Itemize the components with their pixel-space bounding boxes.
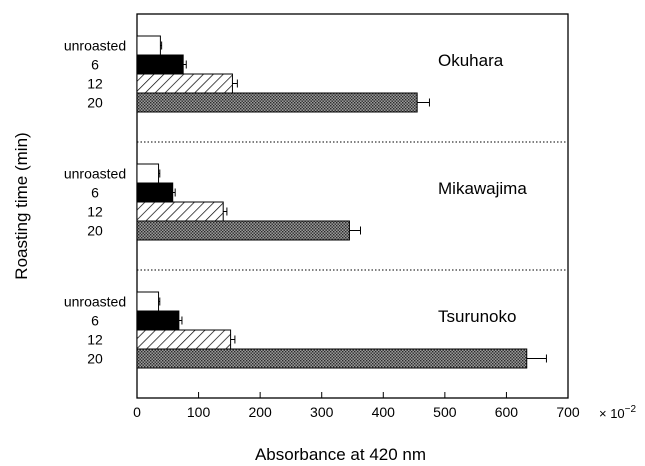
bar xyxy=(136,54,184,75)
category-label: unroasted xyxy=(64,294,126,310)
category-label: unroasted xyxy=(64,38,126,54)
group-label: Tsurunoko xyxy=(438,307,516,326)
bar xyxy=(136,220,350,241)
plot-layer: 0 100 200 300 400 500 600 700 Okuhara unroasted 6 1… xyxy=(64,13,580,420)
x-tick-label: 600 xyxy=(495,404,519,420)
x-axis-multiplier-base: × 10 xyxy=(599,406,625,421)
category-label: 6 xyxy=(91,57,99,73)
category-label: 6 xyxy=(91,313,99,329)
bar xyxy=(136,35,161,56)
category-label: unroasted xyxy=(64,166,126,182)
x-tick-label: 200 xyxy=(248,404,272,420)
bar xyxy=(136,291,160,312)
group-label: Mikawajima xyxy=(438,179,527,198)
x-axis-multiplier-exponent: −2 xyxy=(625,404,637,415)
category-label: 6 xyxy=(91,185,99,201)
x-tick-label: 100 xyxy=(187,404,211,420)
bar xyxy=(136,163,160,184)
category-label: 12 xyxy=(87,332,103,348)
group-label: Okuhara xyxy=(438,51,504,70)
x-tick-label: 500 xyxy=(433,404,457,420)
bar xyxy=(136,348,528,369)
x-tick-label: 700 xyxy=(556,404,580,420)
x-tick-label: 0 xyxy=(133,404,141,420)
bar xyxy=(136,92,418,113)
bar xyxy=(136,329,232,350)
bar xyxy=(136,182,174,203)
bar xyxy=(136,201,224,222)
x-axis-multiplier: × 10−2 xyxy=(599,404,637,421)
x-axis-title: Absorbance at 420 nm xyxy=(255,445,426,464)
x-tick-label: 300 xyxy=(310,404,334,420)
category-label: 20 xyxy=(87,351,103,367)
x-tick-label: 400 xyxy=(372,404,396,420)
category-label: 12 xyxy=(87,76,103,92)
category-label: 20 xyxy=(87,223,103,239)
category-label: 20 xyxy=(87,95,103,111)
y-axis-title: Roasting time (min) xyxy=(12,132,31,279)
bar xyxy=(136,73,233,94)
category-label: 12 xyxy=(87,204,103,220)
bar xyxy=(136,310,180,331)
text-layer: Absorbance at 420 nm Roasting time (min)… xyxy=(12,132,637,464)
